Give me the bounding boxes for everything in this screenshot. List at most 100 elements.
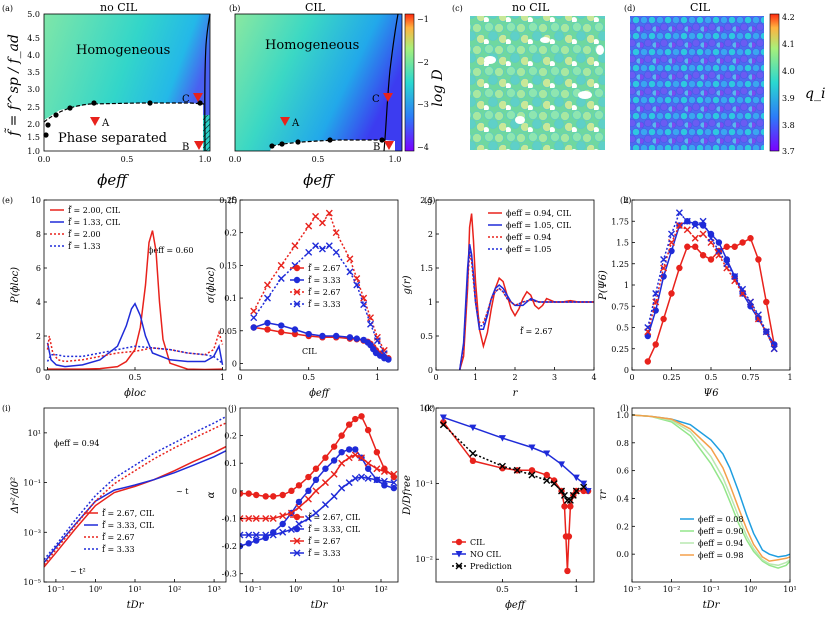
panel-i-label: (i) bbox=[2, 404, 11, 413]
data-point bbox=[278, 322, 285, 329]
data-point bbox=[351, 474, 359, 482]
y-tick-label: -0.3 bbox=[222, 570, 237, 579]
y-tick-label: -0.2 bbox=[222, 542, 237, 551]
y-tick-label: 0.15 bbox=[219, 261, 237, 270]
data-point bbox=[319, 332, 326, 340]
data-point bbox=[373, 337, 381, 345]
x-tick-label: 10⁻¹ bbox=[47, 585, 65, 594]
data-point bbox=[332, 248, 340, 256]
data-point bbox=[322, 465, 329, 472]
boundary-point bbox=[45, 122, 51, 128]
panel-a-region-homogeneous: Homogeneous bbox=[76, 43, 170, 58]
cbar-tick: 3.7 bbox=[782, 147, 795, 156]
data-point bbox=[691, 222, 699, 229]
data-point bbox=[499, 464, 506, 472]
panel-e-label: (e) bbox=[2, 196, 13, 205]
legend-label: f̃ = 2.67 bbox=[308, 264, 341, 273]
data-point bbox=[277, 274, 285, 282]
panel-b-jamming-line bbox=[383, 13, 399, 152]
y-tick-label: 10⁻¹ bbox=[415, 480, 433, 489]
data-point bbox=[295, 482, 303, 489]
data-point bbox=[240, 490, 244, 497]
data-point bbox=[747, 235, 754, 242]
y-tick: 4.0 bbox=[27, 51, 40, 60]
data-point bbox=[293, 288, 301, 296]
data-point bbox=[373, 476, 381, 484]
marker-C-label: C bbox=[182, 94, 190, 105]
data-point bbox=[385, 356, 392, 363]
y-tick-label: 1 bbox=[428, 298, 433, 307]
x-tick-label: 10¹ bbox=[783, 585, 796, 594]
data-point bbox=[565, 533, 573, 540]
marker-B-icon bbox=[384, 141, 394, 150]
legend-label: f̃ = 2.67, CIL bbox=[102, 509, 155, 518]
x-tick: 0.5 bbox=[121, 155, 134, 164]
data-point bbox=[293, 537, 301, 545]
x-tick-label: 0.5 bbox=[302, 373, 315, 382]
y-tick-label: 0.2 bbox=[224, 229, 237, 238]
data-point bbox=[390, 479, 398, 487]
data-point bbox=[513, 466, 521, 474]
panel-a-title: no CIL bbox=[100, 1, 138, 14]
data-point bbox=[352, 446, 359, 453]
data-point bbox=[550, 480, 558, 488]
data-point bbox=[367, 314, 375, 322]
data-point bbox=[245, 490, 252, 497]
x-tick-label: 1 bbox=[574, 585, 579, 594]
data-point bbox=[528, 471, 536, 479]
data-point bbox=[345, 446, 353, 453]
data-point bbox=[269, 514, 277, 522]
data-point bbox=[699, 252, 707, 259]
data-point bbox=[747, 298, 754, 306]
x-axis-label: ϕloc bbox=[124, 388, 146, 399]
y-tick: 1.0 bbox=[27, 147, 40, 156]
legend-label: f̃ = 3.33 bbox=[308, 276, 341, 285]
data-point bbox=[353, 281, 361, 289]
marker-B-label: B bbox=[373, 142, 380, 153]
y-tick: 3.0 bbox=[27, 85, 40, 94]
data-point bbox=[312, 487, 320, 495]
x-tick-label: 0 bbox=[433, 373, 438, 382]
void bbox=[515, 116, 525, 124]
panel-i-slope-t: ~ t bbox=[176, 487, 189, 496]
data-point bbox=[240, 531, 244, 539]
data-point bbox=[360, 294, 368, 302]
panel-a-boundary-points bbox=[43, 100, 203, 138]
x-tick-label: 0.25 bbox=[663, 373, 681, 382]
data-point bbox=[312, 509, 320, 517]
data-point bbox=[353, 335, 360, 342]
data-point bbox=[325, 209, 333, 217]
y-axis-label: Δr²/d0² bbox=[10, 477, 21, 514]
y-tick-label: 0 bbox=[232, 487, 237, 496]
y-axis-label: σ(ϕloc) bbox=[206, 267, 217, 303]
series-line bbox=[240, 415, 395, 498]
data-point bbox=[338, 432, 345, 439]
x-tick: 0.0 bbox=[38, 155, 51, 164]
y-tick-label: 0.05 bbox=[219, 327, 237, 336]
series-line bbox=[46, 345, 223, 364]
x-tick-label: 3 bbox=[552, 373, 557, 382]
data-point bbox=[563, 496, 571, 504]
y-tick-label: 0.5 bbox=[616, 324, 629, 333]
data-point bbox=[763, 298, 770, 306]
x-tick-label: 1 bbox=[220, 373, 225, 382]
axes-frame bbox=[43, 407, 227, 583]
x-tick-label: 2 bbox=[512, 373, 517, 382]
series-i bbox=[44, 415, 226, 561]
series-j bbox=[240, 451, 398, 522]
data-point bbox=[288, 487, 295, 495]
data-point bbox=[330, 470, 338, 478]
data-point bbox=[528, 444, 536, 452]
data-point bbox=[580, 483, 588, 491]
y-tick-label: 2 bbox=[36, 332, 41, 341]
series-line bbox=[44, 450, 226, 564]
legend-label: ϕeff = 0.94 bbox=[506, 233, 551, 242]
data-point bbox=[269, 531, 277, 539]
boundary-point bbox=[91, 100, 97, 106]
y-tick-label: 10⁰ bbox=[420, 404, 433, 413]
y-tick-label: 0.4 bbox=[616, 494, 629, 503]
data-point bbox=[330, 443, 338, 450]
colorbar-qi-label: q_i bbox=[805, 86, 825, 102]
